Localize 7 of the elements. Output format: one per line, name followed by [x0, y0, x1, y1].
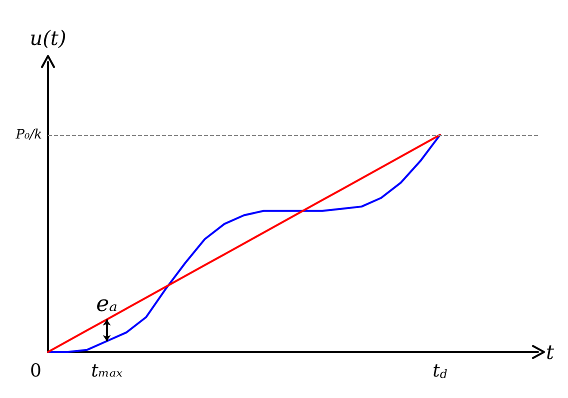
x-tick-label: tₘₐₓ: [91, 360, 124, 382]
x-axis-title: t: [546, 340, 555, 364]
annotation: eₐ: [96, 292, 118, 317]
x-tick-label: td: [432, 360, 448, 382]
y-axis-title: u(t): [30, 26, 66, 50]
ref-line-label: P₀/k: [14, 127, 42, 142]
text: 0: [30, 360, 42, 382]
